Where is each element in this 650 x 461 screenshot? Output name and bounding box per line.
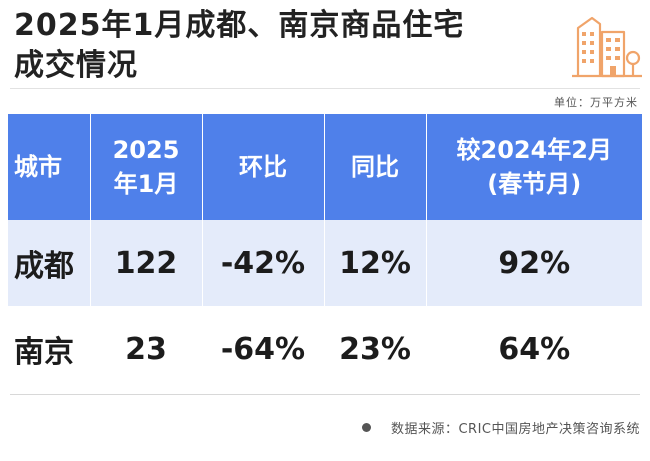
table-cell-volume: 122: [90, 220, 203, 306]
table-cell-volume: 23: [90, 306, 203, 392]
transaction-table: 城市 2025 年1月 环比 同比 较2024年2月 (春节月) 成都 122 …: [8, 114, 642, 392]
unit-label: 单位：万平方米: [554, 96, 638, 109]
table-cell-vs-feb: 92%: [426, 220, 642, 306]
table-row: 成都 122 -42% 12% 92%: [8, 220, 642, 306]
bullet-dot-icon: [361, 423, 371, 432]
page-title-line-2: 成交情况: [14, 48, 138, 83]
table-header-row: 城市 2025 年1月 环比 同比 较2024年2月 (春节月): [8, 114, 642, 220]
table-cell-yoy: 23%: [324, 306, 427, 392]
table-cell-mom: -42%: [202, 220, 325, 306]
source-note: 数据来源：CRIC中国房地产决策咨询系统: [361, 418, 640, 437]
header-mom: 环比: [202, 114, 325, 220]
table-cell-city: 南京: [8, 306, 91, 392]
table-cell-vs-feb: 64%: [426, 306, 642, 392]
table-cell-mom: -64%: [202, 306, 325, 392]
table-cell-city: 成都: [8, 220, 91, 306]
bottom-divider: [10, 394, 640, 395]
table-cell-yoy: 12%: [324, 220, 427, 306]
page-title: 2025年1月成都、南京商品住宅 成交情况: [14, 6, 464, 86]
source-text: 数据来源：CRIC中国房地产决策咨询系统: [390, 422, 640, 437]
header-vs-feb-2024: 较2024年2月 (春节月): [426, 114, 642, 220]
header-city: 城市: [8, 114, 91, 220]
building-icon: [572, 16, 642, 78]
table-row: 南京 23 -64% 23% 64%: [8, 306, 642, 392]
header-jan-2025: 2025 年1月: [90, 114, 203, 220]
page-title-line-1: 2025年1月成都、南京商品住宅: [14, 8, 465, 43]
header-yoy: 同比: [324, 114, 427, 220]
top-divider: [10, 88, 640, 89]
